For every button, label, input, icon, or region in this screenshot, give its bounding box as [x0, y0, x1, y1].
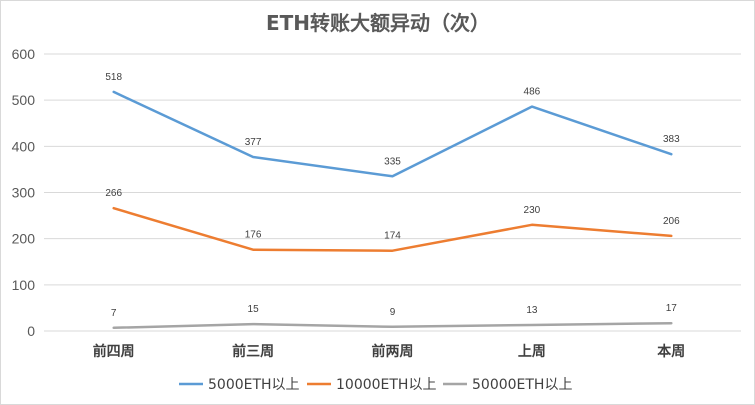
y-tick-label: 0: [27, 323, 35, 339]
data-label: 176: [245, 230, 262, 241]
data-label: 17: [666, 303, 678, 314]
y-tick-label: 600: [12, 46, 36, 62]
y-tick-label: 200: [12, 231, 36, 247]
x-axis: 前四周 前三周 前两周 上周 本周: [93, 343, 686, 360]
x-tick-label: 前两周: [372, 343, 414, 360]
data-label: 230: [524, 205, 541, 216]
y-tick-label: 500: [12, 92, 36, 108]
data-label: 9: [390, 307, 396, 318]
data-label: 206: [663, 216, 680, 227]
y-tick-label: 300: [12, 185, 36, 201]
data-label: 518: [105, 72, 122, 83]
data-label: 266: [105, 188, 122, 199]
series-line-1: [112, 90, 673, 178]
series-line-2: [112, 206, 673, 252]
data-label: 383: [663, 134, 680, 145]
series-line-3: [112, 321, 673, 330]
data-label: 174: [384, 231, 401, 242]
legend-label-1: 5000ETH以上: [208, 377, 300, 393]
y-tick-label: 100: [12, 277, 36, 293]
y-axis: 0 100 200 300 400 500 600: [12, 46, 36, 339]
legend-label-2: 10000ETH以上: [336, 377, 436, 393]
data-label: 377: [245, 137, 262, 148]
x-tick-label: 本周: [657, 343, 685, 360]
x-tick-label: 前四周: [93, 343, 135, 360]
data-label: 335: [384, 156, 401, 167]
series-group: [112, 90, 673, 330]
data-label: 13: [526, 305, 538, 316]
data-label: 7: [111, 308, 117, 319]
chart-title: ETH转账大额异动（次）: [266, 11, 490, 35]
data-label: 15: [248, 304, 260, 315]
legend-label-3: 50000ETH以上: [472, 377, 572, 393]
x-tick-label: 上周: [518, 344, 546, 360]
data-labels: 518 377 335 486 383 266 176 174 230 206 7 15 9 13 17: [105, 72, 680, 319]
grid-lines: [44, 53, 741, 332]
data-label: 486: [524, 87, 541, 98]
y-tick-label: 400: [12, 138, 36, 154]
x-tick-label: 前三周: [232, 343, 274, 360]
legend: 5000ETH以上 10000ETH以上 50000ETH以上: [179, 377, 572, 393]
